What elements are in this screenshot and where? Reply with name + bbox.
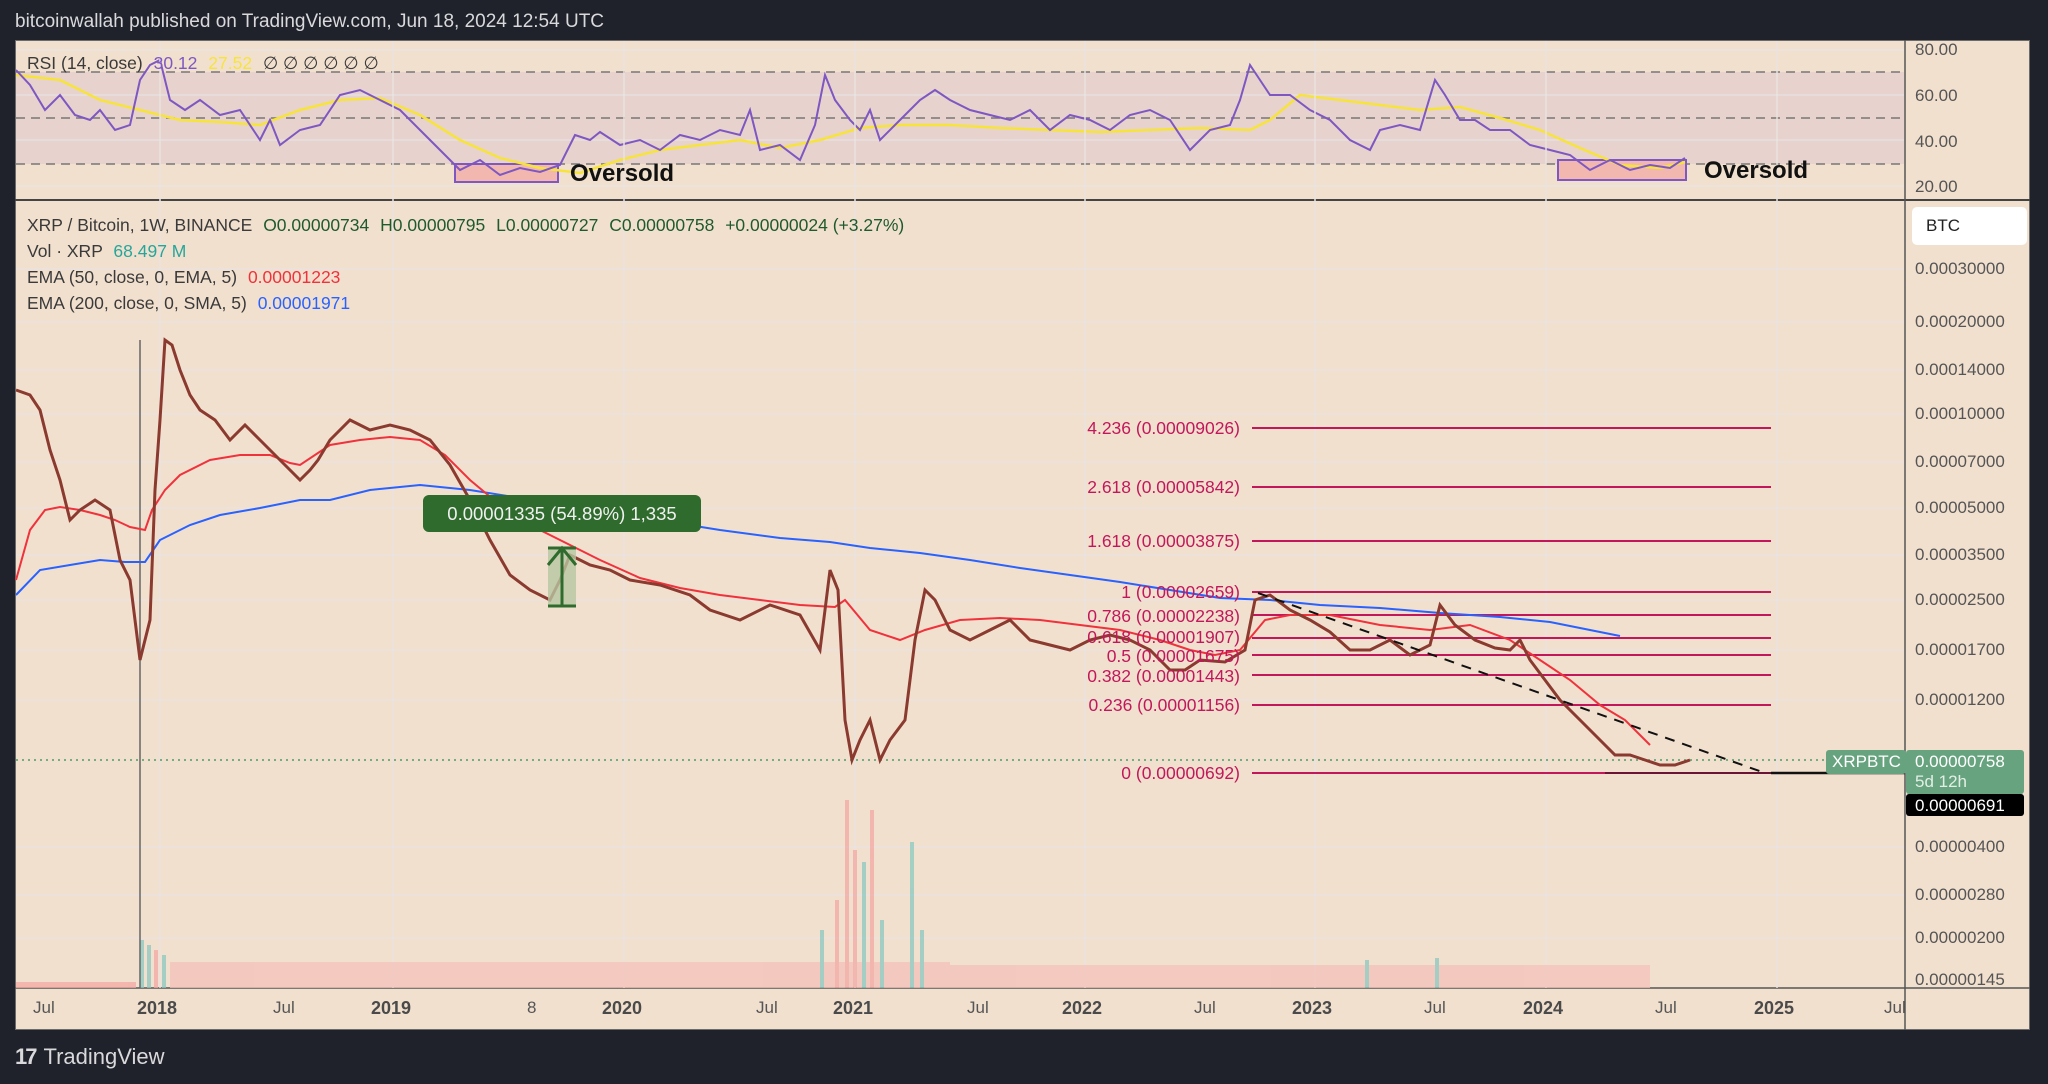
time-tick: 2018 — [137, 998, 178, 1018]
vol-value: 68.497 M — [113, 241, 187, 261]
price-tick: 0.00030000 — [1915, 259, 2005, 278]
symbol-tag: XRPBTC — [1832, 752, 1901, 771]
price-tick: 0.00001200 — [1915, 690, 2005, 709]
price-tick: 0.00003500 — [1915, 545, 2005, 564]
price-line — [15, 337, 1691, 767]
fib-label-0: 0 (0.00000692) — [1121, 763, 1240, 783]
rsi-line — [15, 58, 1686, 177]
trendline[interactable] — [1257, 592, 1766, 774]
ema200-value: 0.00001971 — [257, 293, 351, 313]
time-tick: 2020 — [602, 998, 643, 1018]
ema50-label: EMA (50, close, 0, EMA, 5) — [27, 267, 238, 287]
rsi-legend[interactable]: RSI (14, close) 30.12 27.52 ∅ ∅ ∅ ∅ ∅ ∅ — [27, 53, 379, 74]
fib-label-0618: 0.618 (0.00001907) — [1087, 627, 1240, 647]
tradingview-logo-icon: 17 — [15, 1044, 38, 1069]
price-tick: 0.00000280 — [1915, 885, 2005, 904]
symbol-legend[interactable]: XRP / Bitcoin, 1W, BINANCE O0.00000734 H… — [27, 215, 904, 236]
publisher-line: bitcoinwallah published on TradingView.c… — [15, 11, 605, 32]
time-tick: Jul — [33, 998, 55, 1017]
rsi-axis-60: 60.00 — [1915, 86, 1958, 105]
chart-frame[interactable] — [15, 40, 2030, 1030]
price-tick: 0.00007000 — [1915, 452, 2005, 471]
ohlc-low: L0.00000727 — [496, 215, 599, 235]
fib-label-0382: 0.382 (0.00001443) — [1087, 666, 1240, 686]
time-tick: Jul — [756, 998, 778, 1017]
price-tick: 0.00002500 — [1915, 590, 2005, 609]
line-price-pill — [1906, 794, 2024, 816]
time-tick: Jul — [1424, 998, 1446, 1017]
oversold-label-2019: Oversold — [570, 160, 675, 187]
ohlc-high: H0.00000795 — [380, 215, 486, 235]
price-tick: 0.00014000 — [1915, 360, 2005, 379]
time-tick: Jul — [967, 998, 989, 1017]
ema50-line — [15, 435, 1651, 746]
rsi-ma-value: 27.52 — [208, 53, 253, 73]
symbol-title: XRP / Bitcoin, 1W, BINANCE — [27, 215, 253, 235]
brand-name: TradingView — [43, 1044, 165, 1069]
vol-label: Vol · XRP — [27, 241, 103, 261]
fib-label-1618: 1.618 (0.00003875) — [1087, 531, 1240, 551]
volume-legend[interactable]: Vol · XRP 68.497 M — [27, 241, 186, 262]
symbol-pill — [1826, 750, 1906, 774]
bar-countdown: 5d 12h — [1915, 772, 1967, 791]
price-tick: 0.00000400 — [1915, 837, 2005, 856]
tradingview-brand[interactable]: 17 TradingView — [15, 1044, 165, 1070]
time-tick: 8 — [527, 998, 537, 1017]
time-tick: Jul — [273, 998, 295, 1017]
ohlc-close: C0.00000758 — [609, 215, 715, 235]
fib-label-0786: 0.786 (0.00002238) — [1087, 606, 1240, 626]
ohlc-change: +0.00000024 (+3.27%) — [725, 215, 905, 235]
oversold-label-2024: Oversold — [1704, 157, 1809, 184]
price-tick: 0.00010000 — [1915, 404, 2005, 423]
current-price: 0.00000758 — [1915, 752, 2005, 771]
volume-bars — [16, 800, 1650, 988]
fib-label-0236: 0.236 (0.00001156) — [1088, 695, 1240, 715]
ema200-label: EMA (200, close, 0, SMA, 5) — [27, 293, 247, 313]
rsi-placeholders: ∅ ∅ ∅ ∅ ∅ ∅ — [262, 53, 379, 73]
fib-label-05: 0.5 (0.00001675) — [1106, 646, 1240, 666]
ema50-legend[interactable]: EMA (50, close, 0, EMA, 5) 0.00001223 — [27, 267, 340, 288]
time-tick: 2021 — [833, 998, 874, 1018]
fib-label-2618: 2.618 (0.00005842) — [1087, 477, 1240, 497]
time-tick: 2023 — [1292, 998, 1333, 1018]
rsi-axis-80: 80.00 — [1915, 40, 1958, 59]
time-tick: 2025 — [1754, 998, 1795, 1018]
ohlc-open: O0.00000734 — [263, 215, 370, 235]
time-tick: Jul — [1884, 998, 1906, 1017]
oversold-box-2024[interactable] — [1557, 159, 1687, 181]
rsi-axis-40: 40.00 — [1915, 132, 1958, 151]
price-tick: 0.00000200 — [1915, 928, 2005, 947]
price-tick: 0.00001700 — [1915, 640, 2005, 659]
time-tick: Jul — [1655, 998, 1677, 1017]
rsi-band — [16, 72, 1904, 164]
current-price-pill — [1906, 750, 2024, 794]
ema200-legend[interactable]: EMA (200, close, 0, SMA, 5) 0.00001971 — [27, 293, 350, 314]
line-price: 0.00000691 — [1915, 796, 2005, 815]
currency-button[interactable]: BTC — [1912, 207, 2027, 245]
time-tick: 2019 — [371, 998, 412, 1018]
measure-tooltip: 0.00001335 (54.89%) 1,335 — [423, 495, 701, 532]
price-tick: 0.00000145 — [1915, 970, 2005, 989]
price-tick: 0.00005000 — [1915, 498, 2005, 517]
rsi-label: RSI (14, close) — [27, 53, 143, 73]
fib-label-4236: 4.236 (0.00009026) — [1087, 418, 1240, 438]
ema50-value: 0.00001223 — [247, 267, 341, 287]
price-tick: 0.00020000 — [1915, 312, 2005, 331]
time-tick: 2022 — [1062, 998, 1103, 1018]
rsi-value: 30.12 — [153, 53, 198, 73]
fib-label-1: 1 (0.00002659) — [1121, 582, 1240, 602]
time-tick: Jul — [1194, 998, 1216, 1017]
time-tick: 2024 — [1523, 998, 1564, 1018]
rsi-axis-20: 20.00 — [1915, 177, 1958, 196]
